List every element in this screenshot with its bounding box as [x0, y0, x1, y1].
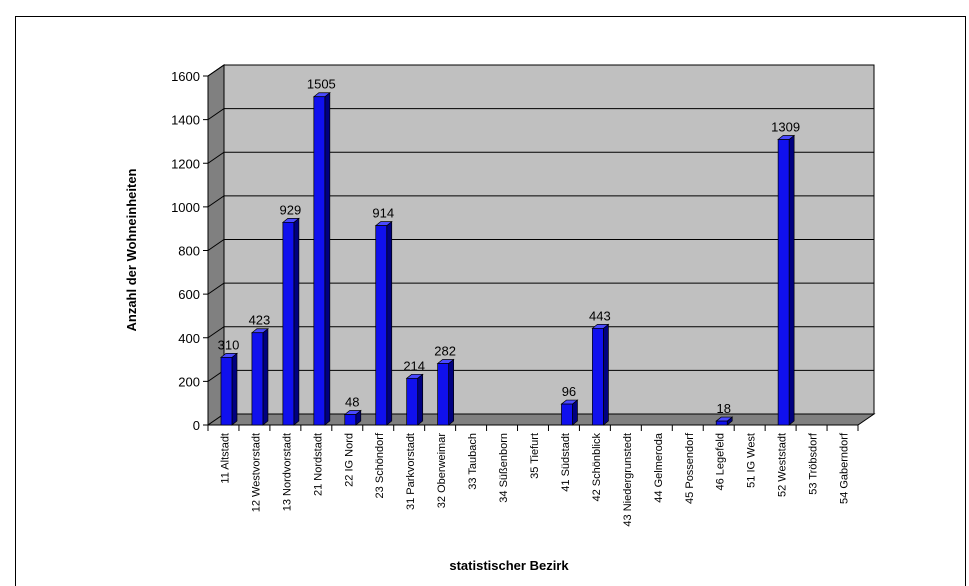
bar [343, 409, 362, 426]
category-label: 44 Gelmeroda [653, 432, 665, 503]
category-label: 41 Südstadt [560, 433, 572, 492]
y-tick-label: 1000 [171, 200, 200, 215]
bar-side [231, 352, 238, 426]
bar-front [220, 357, 233, 426]
gridlines [207, 64, 874, 382]
bar [374, 220, 393, 426]
bar-front [715, 420, 728, 426]
y-axis-title: Anzahl der Wohneinheiten [124, 168, 139, 331]
category-label: 13 Nordvorstadt [281, 433, 293, 511]
gridline [207, 151, 874, 164]
bar-side [788, 134, 795, 426]
bar-front [777, 139, 790, 426]
bars [219, 91, 796, 426]
category-label: 21 Nordstadt [312, 433, 324, 496]
bar [250, 328, 269, 426]
bar-front [561, 403, 573, 426]
data-label: 18 [716, 401, 730, 416]
y-tick-label: 600 [178, 287, 200, 302]
data-label: 282 [434, 343, 456, 358]
bar-side [417, 373, 424, 426]
y-axis: 0 200 400 600 800 1000 1200 1400 1600 [171, 69, 209, 433]
data-label: 1309 [771, 119, 800, 134]
bar-front [375, 225, 388, 426]
y-tick-label: 0 [193, 418, 200, 433]
data-label: 214 [403, 358, 425, 373]
data-labels: 310 423 929 1505 48 914 214 282 96 443 18 1309 [218, 77, 800, 416]
gridline [207, 239, 874, 251]
x-axis-title: statistischer Bezirk [449, 558, 569, 573]
bar-front [251, 332, 264, 426]
bar [777, 134, 796, 426]
data-label: 1505 [307, 77, 336, 92]
bar-front [344, 414, 357, 426]
data-label: 310 [218, 337, 240, 352]
category-label: 45 Possendorf [684, 432, 696, 504]
category-label: 12 Westvorstadt [250, 433, 262, 512]
category-label: 53 Tröbsdorf [808, 432, 820, 495]
category-label: 52 Weststadt [777, 433, 789, 497]
bar [436, 358, 455, 426]
category-label: 11 Altstadt [219, 433, 231, 484]
data-label: 929 [280, 202, 302, 217]
bar [312, 91, 331, 426]
bar-side [448, 358, 454, 426]
data-label: 96 [562, 384, 576, 399]
category-label: 43 Niedergrunstedt [622, 433, 634, 527]
y-tick-label: 1200 [171, 156, 200, 171]
plot-floor [206, 413, 876, 426]
bar-front [437, 363, 449, 426]
bar [560, 399, 579, 426]
y-tick-label: 400 [178, 331, 200, 346]
gridline [207, 326, 874, 339]
bar [281, 217, 300, 426]
bar [405, 373, 424, 426]
category-label: 23 Schöndorf [374, 432, 386, 498]
bar-front [313, 96, 326, 426]
data-label: 48 [345, 395, 359, 410]
category-label: 35 Tiefurt [529, 433, 541, 479]
bar-front [592, 328, 604, 426]
gridline [207, 64, 874, 77]
y-tick-label: 200 [178, 374, 200, 389]
chart-frame [15, 16, 966, 586]
bar-side [386, 220, 393, 426]
x-axis [207, 424, 859, 431]
bar [219, 352, 238, 426]
plot-floor-plane [206, 413, 876, 426]
y-tick-label: 1600 [171, 69, 200, 84]
bar [591, 323, 610, 426]
category-label: 31 Parkvorstadt [405, 433, 417, 510]
data-label: 443 [589, 308, 611, 323]
bar-front [406, 377, 419, 426]
y-tick-label: 800 [178, 244, 200, 259]
data-label: 914 [372, 206, 394, 221]
category-label: 32 Oberweimar [436, 433, 448, 509]
gridline [207, 282, 874, 295]
data-label: 423 [249, 313, 271, 328]
category-labels: 11 Altstadt 12 Westvorstadt 13 Nordvorstad… [219, 432, 850, 527]
bar [715, 416, 734, 426]
bar-side [603, 323, 609, 426]
category-label: 34 Süßenborn [498, 433, 510, 503]
category-label: 51 IG West [746, 433, 758, 488]
category-label: 54 Gaberndorf [839, 432, 851, 504]
bar-side [293, 217, 300, 426]
category-label: 22 IG Nord [343, 433, 355, 487]
y-tick-label: 1400 [171, 113, 200, 128]
category-label: 33 Taubach [467, 433, 479, 490]
bar-side [262, 328, 269, 426]
gridline [207, 108, 874, 121]
gridline [207, 195, 874, 208]
category-label: 42 Schönblick [591, 433, 603, 502]
bar-side [324, 91, 331, 426]
bar-front [282, 222, 295, 426]
category-label: 46 Legefeld [715, 433, 727, 491]
